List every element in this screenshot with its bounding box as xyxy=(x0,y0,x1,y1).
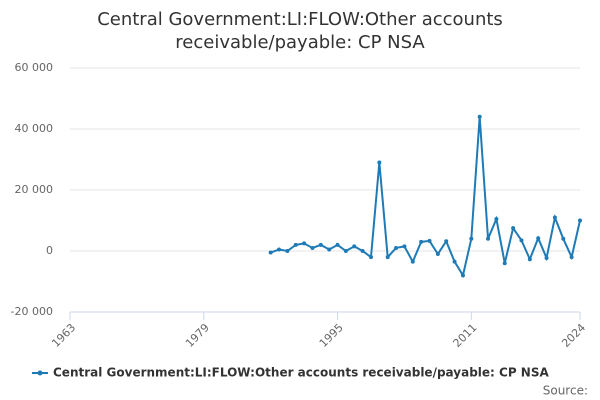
source-label: Source: xyxy=(543,384,588,398)
data-point xyxy=(544,256,549,261)
data-point xyxy=(502,261,507,266)
data-point xyxy=(327,247,332,252)
data-point xyxy=(435,252,440,257)
legend-label: Central Government:LI:FLOW:Other account… xyxy=(53,366,549,380)
data-point xyxy=(460,273,465,278)
series-line xyxy=(270,116,581,279)
data-point xyxy=(578,218,582,223)
x-tick-label: 2024 xyxy=(559,321,588,350)
data-point xyxy=(385,255,390,260)
legend-marker xyxy=(37,370,43,376)
data-point xyxy=(268,250,273,255)
x-tick-label: 1979 xyxy=(183,321,212,350)
data-point xyxy=(318,242,323,247)
x-tick-label: 2011 xyxy=(451,321,480,350)
data-point xyxy=(360,249,365,253)
y-tick-label: -20 000 xyxy=(11,305,53,318)
data-point xyxy=(427,238,432,243)
data-point xyxy=(552,215,557,220)
data-point xyxy=(368,255,373,260)
y-tick-label: 40 000 xyxy=(15,122,54,135)
data-point xyxy=(377,160,382,165)
y-tick-label: 0 xyxy=(46,244,53,257)
data-point xyxy=(561,236,566,241)
data-point xyxy=(486,236,491,241)
data-point xyxy=(469,236,474,241)
data-point xyxy=(352,244,357,249)
y-tick-label: 60 000 xyxy=(15,61,54,74)
data-point xyxy=(419,239,424,244)
data-point xyxy=(477,114,482,119)
data-point xyxy=(302,241,307,246)
data-point xyxy=(536,236,541,241)
y-tick-label: 20 000 xyxy=(15,183,54,196)
data-point xyxy=(310,245,315,250)
data-point xyxy=(293,242,298,247)
data-point xyxy=(394,245,399,250)
data-point xyxy=(444,239,449,244)
data-point xyxy=(343,249,348,253)
data-point xyxy=(527,257,532,262)
data-point xyxy=(277,247,282,252)
data-point xyxy=(402,244,407,249)
data-point xyxy=(452,259,457,264)
x-tick-label: 1995 xyxy=(317,321,346,350)
data-point xyxy=(494,216,499,221)
data-point xyxy=(511,226,516,231)
chart-title: Central Government:LI:FLOW:Other account… xyxy=(97,9,503,53)
data-point xyxy=(410,259,415,264)
data-point xyxy=(519,238,524,243)
x-tick-label: 1963 xyxy=(49,321,78,350)
data-point xyxy=(285,249,290,253)
data-point xyxy=(569,255,574,260)
data-point xyxy=(335,242,340,247)
